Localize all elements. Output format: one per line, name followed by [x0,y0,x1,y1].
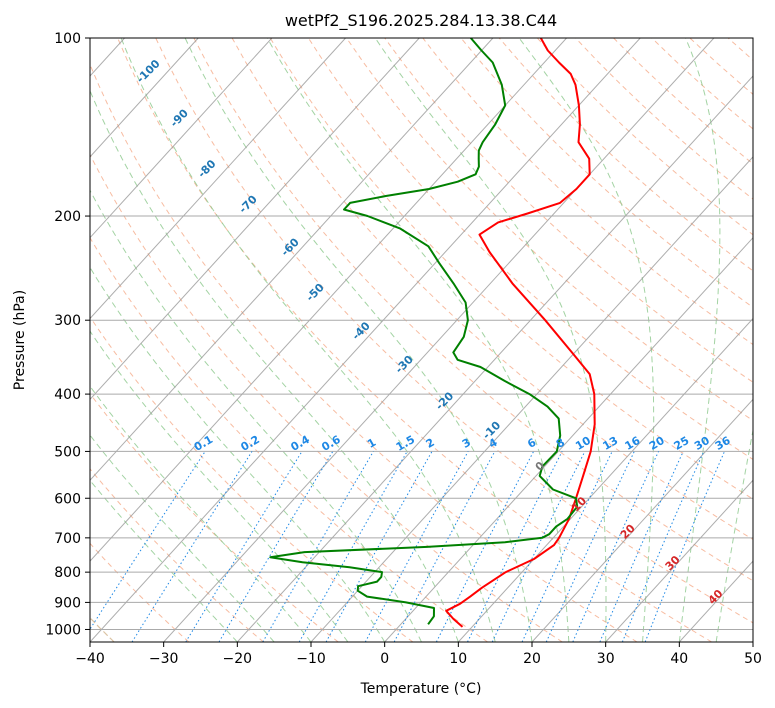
isotherm [384,236,753,642]
x-tick-label: −30 [149,651,179,667]
mixing-ratio-line [90,451,206,631]
moist-adiabat [120,38,496,642]
dry-adiabat [90,153,563,642]
isotherm [310,156,753,642]
isotherm [163,38,715,642]
x-tick-label: −10 [296,651,326,667]
x-tick-label: −20 [223,651,253,667]
isotherm [90,38,273,239]
y-tick-label: 700 [54,531,81,547]
isotherm [90,38,494,482]
y-tick-label: 300 [54,313,81,329]
isotherm [90,38,199,158]
mixing-ratio-line [572,451,660,642]
x-tick-label: 0 [380,651,389,667]
moist-adiabat [374,38,607,642]
isotherm [457,317,753,642]
moist-adiabat [90,330,349,642]
isotherm [90,38,641,642]
y-tick-label: 200 [54,209,81,225]
isotherm [90,38,567,562]
x-tick-label: 50 [744,651,762,667]
mixing-ratio-line [467,451,563,642]
x-tick-label: 30 [597,651,615,667]
background-lines [90,38,753,642]
chart-title: wetPf2_S196.2025.284.13.38.C44 [285,11,557,31]
x-tick-label: 40 [670,651,688,667]
mixing-ratio-line [621,451,705,642]
dry-adiabat [193,38,753,582]
profile-lines [269,38,596,628]
moist-adiabat [678,38,721,642]
y-tick-label: 400 [54,387,81,403]
dry-adiabat [346,38,753,422]
isotherm [236,75,753,642]
dewpoint-line [269,38,579,625]
mixing-ratio-line [185,451,303,642]
y-axis-label: Pressure (hPa) [12,290,28,390]
mixing-ratio-line [599,451,684,642]
y-tick-label: 900 [54,595,81,611]
moist-adiabat [266,38,570,642]
y-tick-label: 1000 [45,623,81,639]
axis-ticks: −40 −30 −20 −10 0 10 20 30 40 50 100 200 300 400 500 60… [45,31,762,667]
y-tick-label: 500 [54,444,81,460]
moist-adiabat [184,38,533,642]
isotherm [90,38,346,320]
moist-adiabat [90,189,422,642]
isotherm [531,398,753,642]
dry-adiabat [90,468,264,642]
mixing-ratio-line [325,451,433,642]
y-tick-label: 800 [54,565,81,581]
x-tick-label: 20 [523,651,541,667]
mixing-ratio-line [364,451,469,642]
x-axis-label: Temperature (°C) [360,681,482,697]
x-tick-label: −40 [75,651,105,667]
dry-adiabat [90,236,488,642]
dry-adiabat [460,38,753,309]
mixing-ratio-line [644,451,725,642]
moist-adiabat [518,38,655,642]
isotherm [605,479,753,642]
plot-frame [89,37,754,643]
dry-adiabat [155,38,753,624]
moist-adiabat [90,266,386,642]
temperature-line [445,38,596,628]
moist-adiabat [715,427,753,642]
isotherm [90,38,420,401]
mixing-ratio-line [435,451,535,642]
mixing-ratio-line [298,451,408,642]
moist-adiabat [90,89,459,642]
y-tick-label: 100 [54,31,81,47]
y-tick-label: 600 [54,491,81,507]
x-tick-label: 10 [449,651,467,667]
dry-adiabat [269,38,753,500]
